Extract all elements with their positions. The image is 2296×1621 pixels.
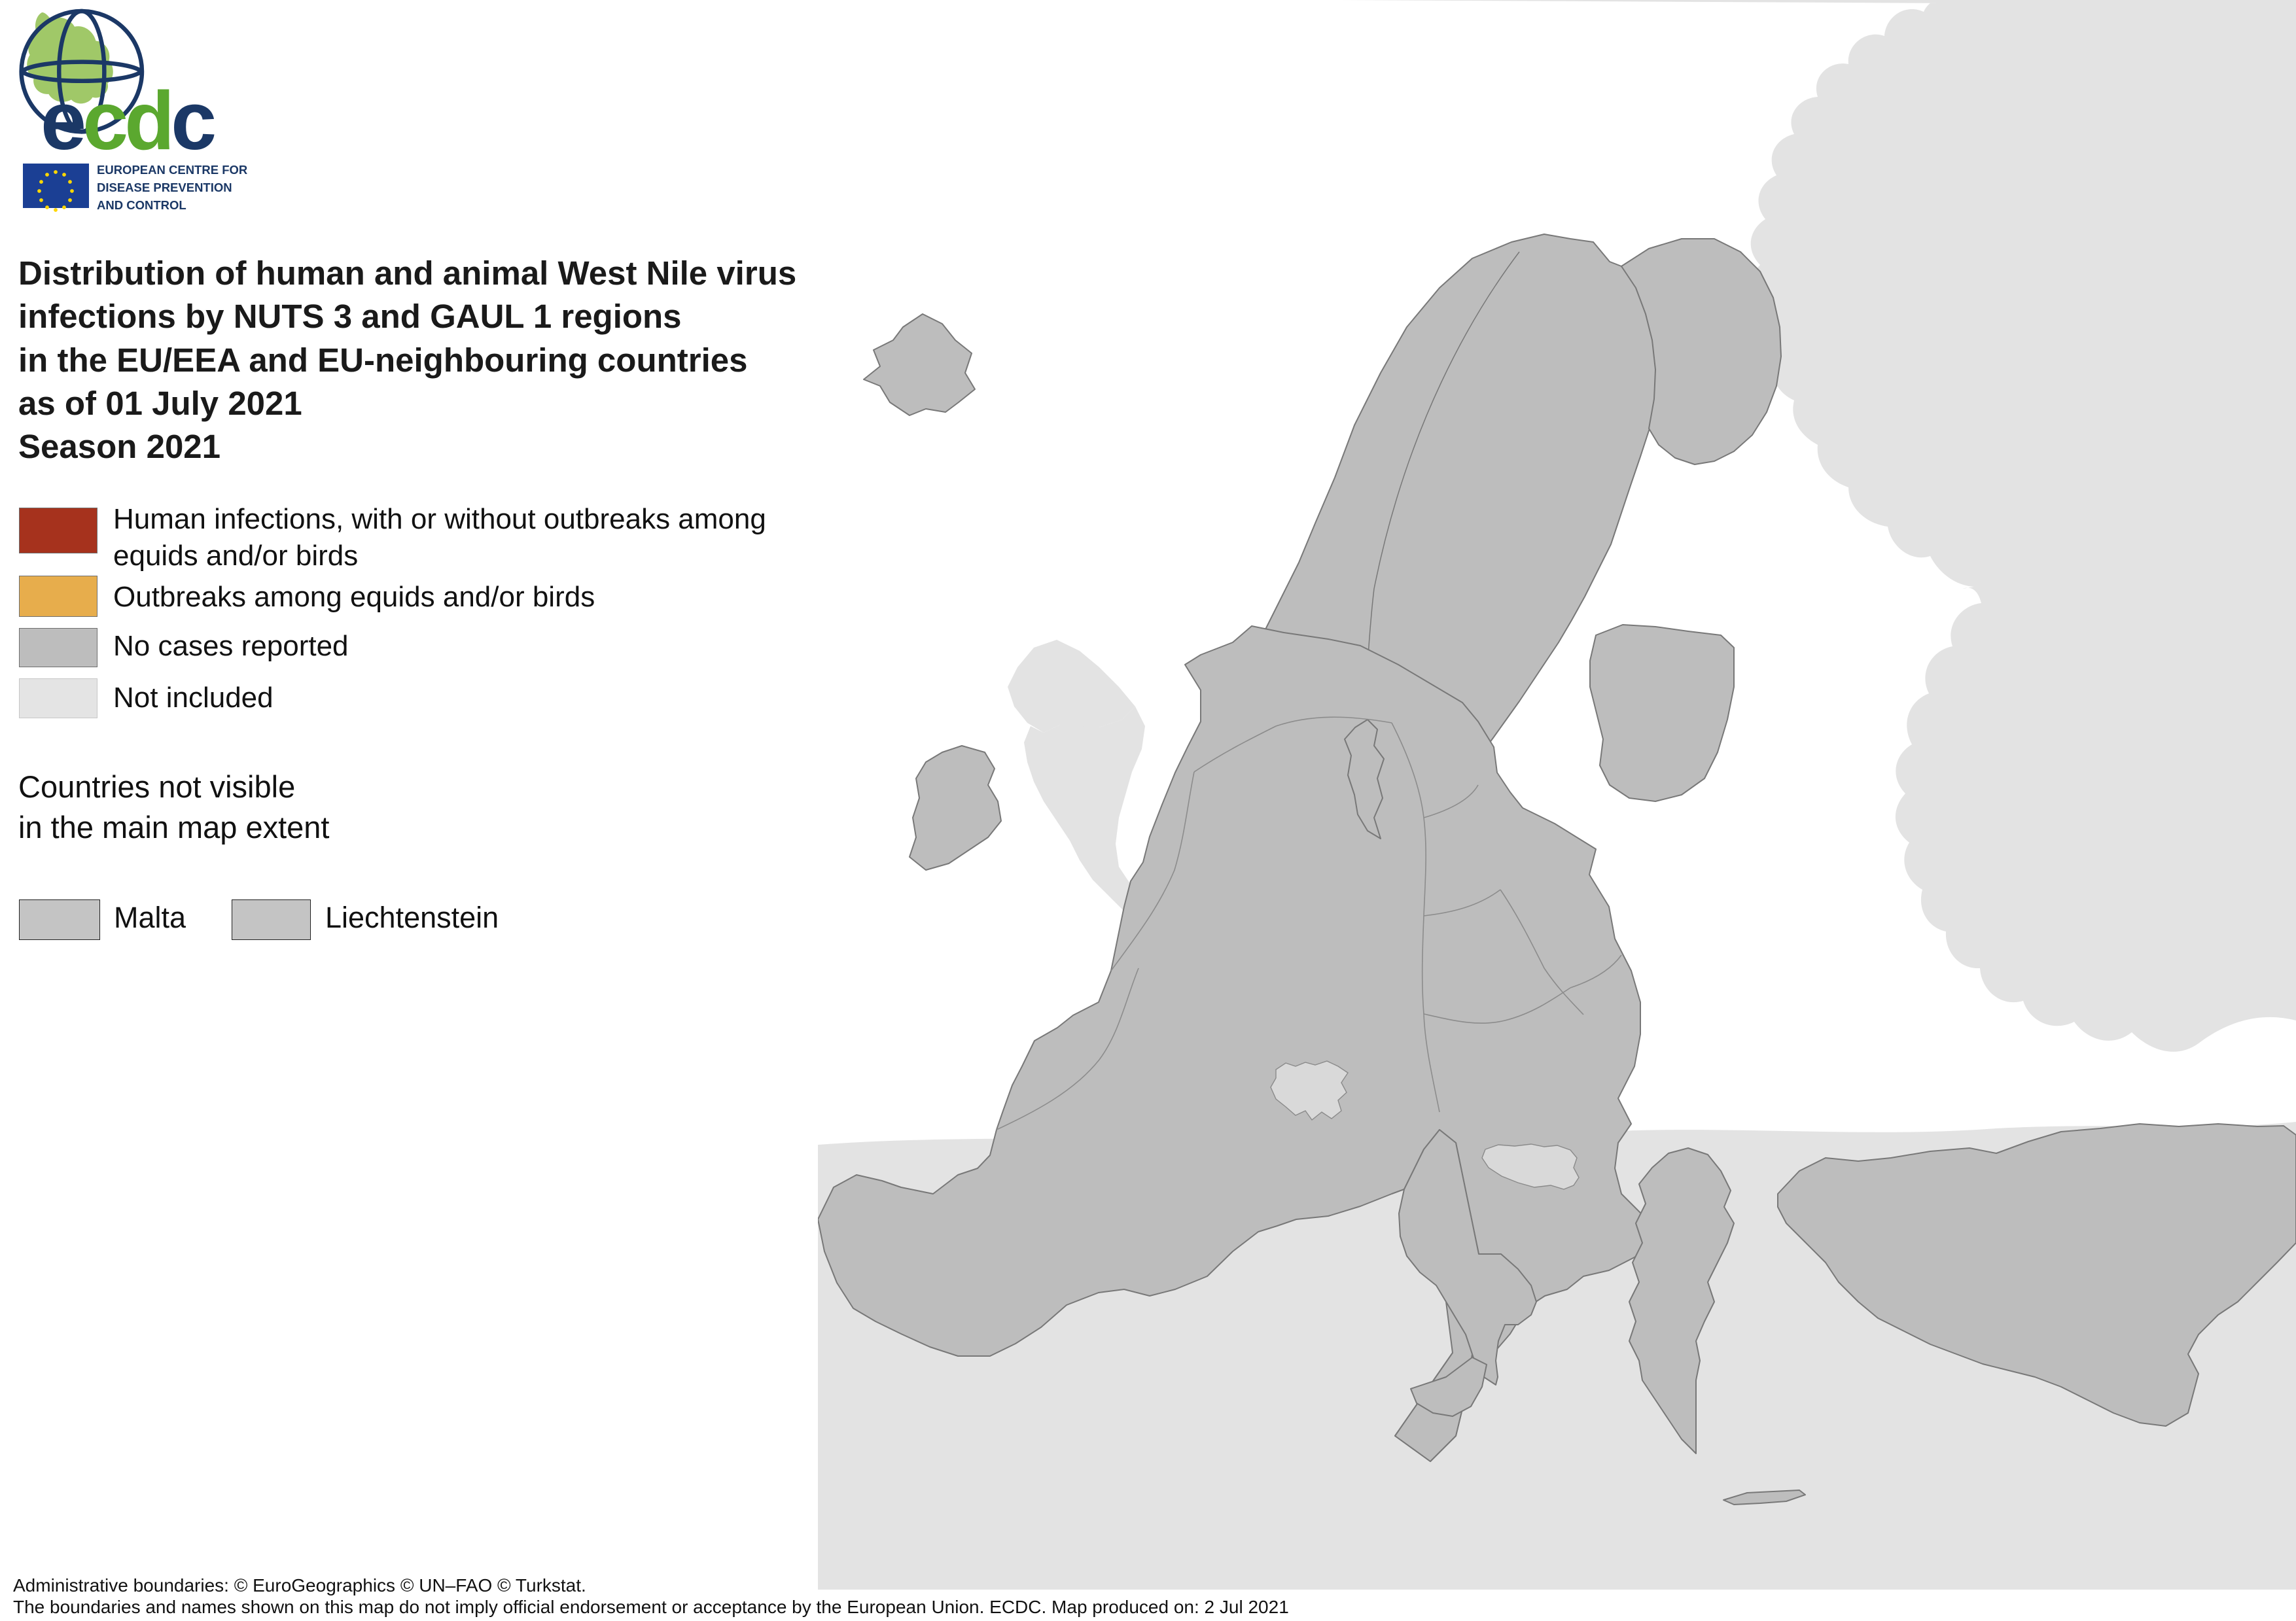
svg-text:EUROPEAN CENTRE FOR: EUROPEAN CENTRE FOR xyxy=(97,163,247,177)
svg-text:DISEASE PREVENTION: DISEASE PREVENTION xyxy=(97,181,232,194)
svg-text:ecdc: ecdc xyxy=(41,75,215,167)
svg-text:AND CONTROL: AND CONTROL xyxy=(97,198,186,212)
